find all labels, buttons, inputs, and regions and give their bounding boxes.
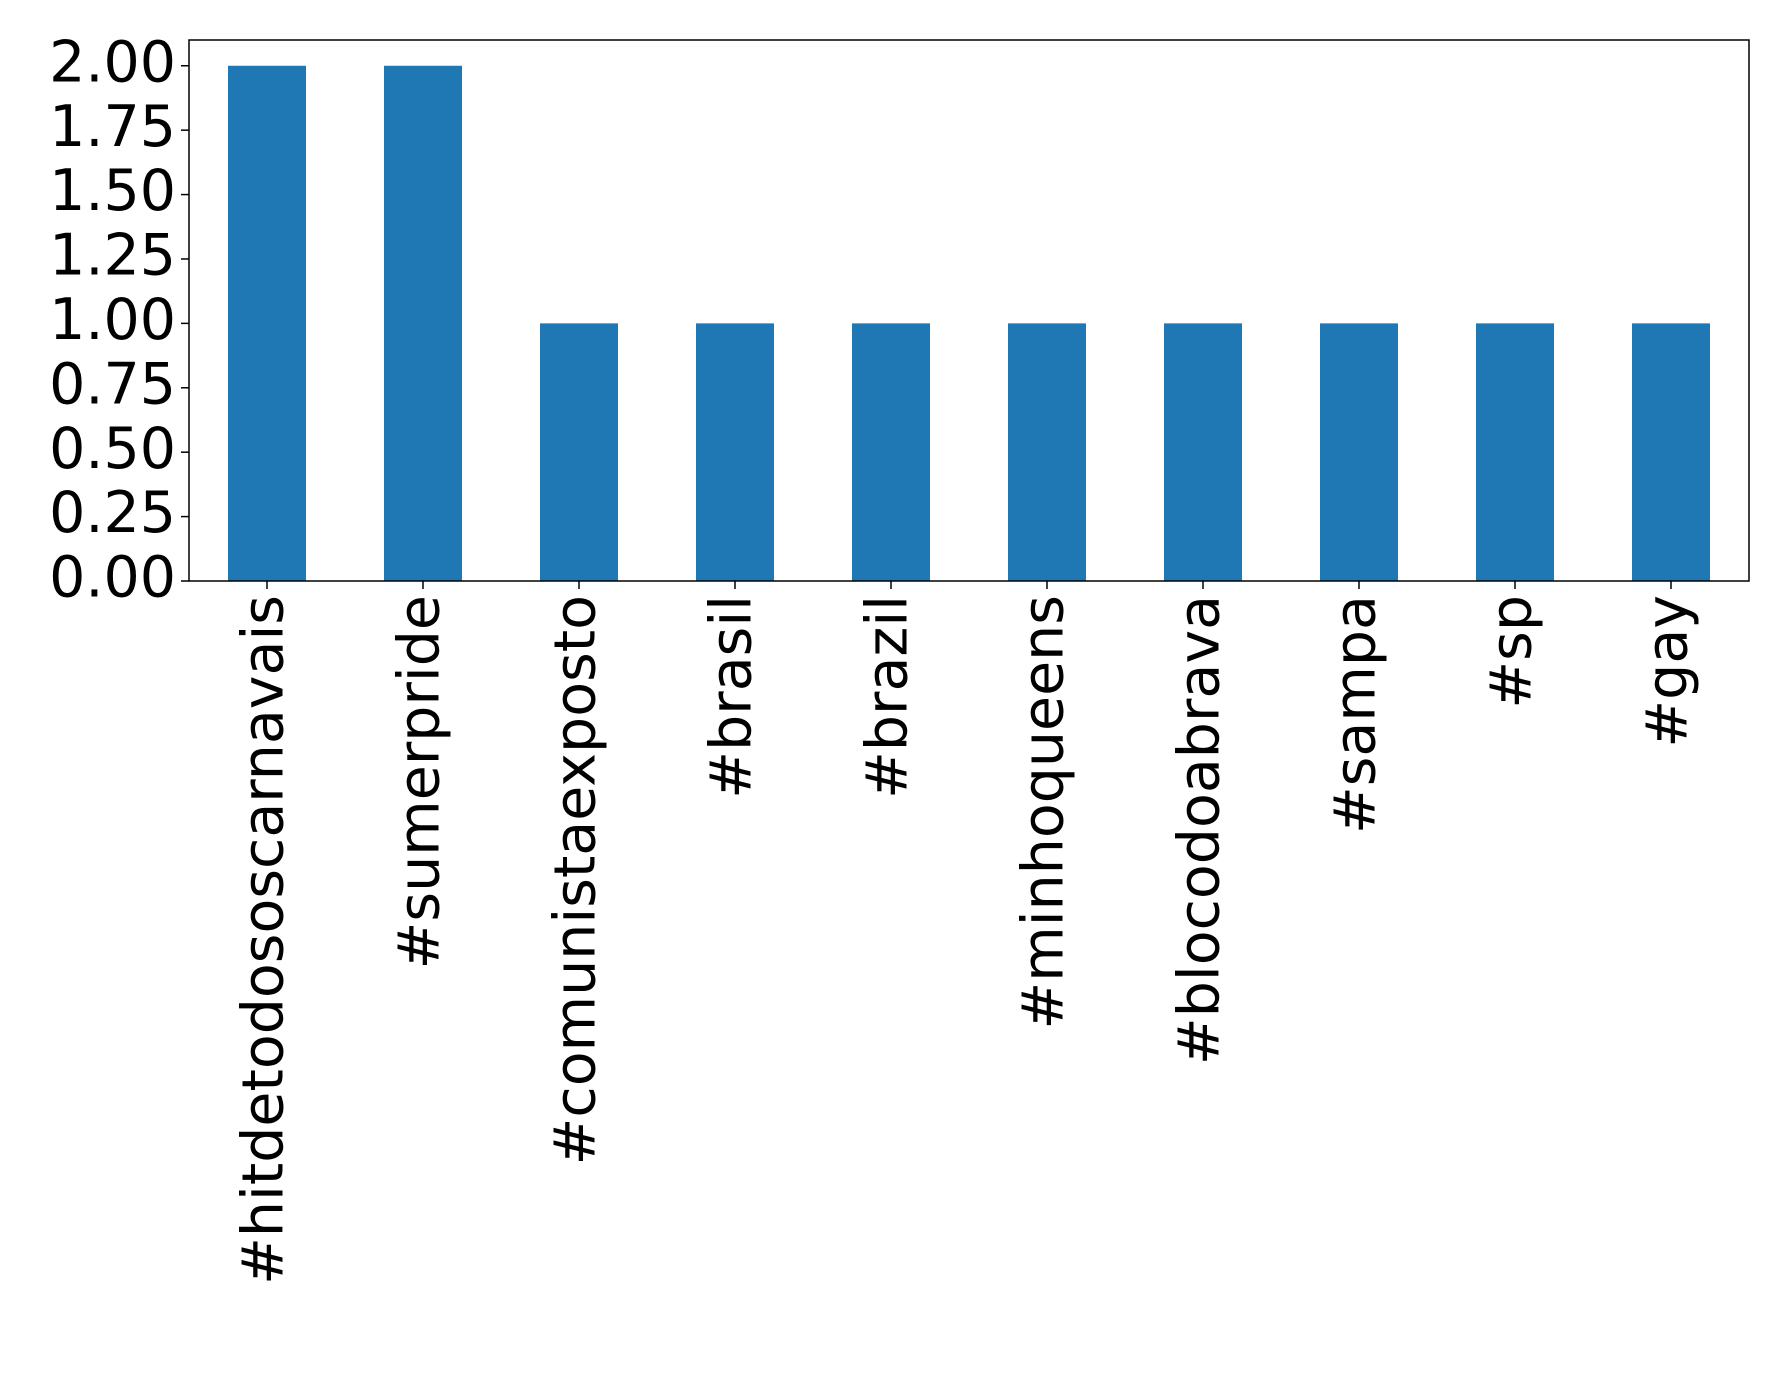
bar	[540, 323, 618, 581]
y-tick-label: 0.25	[49, 480, 176, 546]
x-tick-label: #hitdetodososcarnavais	[231, 595, 297, 1285]
y-tick-label: 0.00	[49, 545, 176, 611]
bar	[852, 323, 930, 581]
y-tick-label: 1.50	[49, 158, 176, 224]
y-tick-label: 1.75	[49, 94, 176, 160]
bar	[1164, 323, 1242, 581]
y-tick-label: 2.00	[49, 29, 176, 95]
x-tick-label: #blocodoabrava	[1167, 595, 1233, 1065]
y-tick-label: 0.50	[49, 416, 176, 482]
y-tick-label: 1.25	[49, 223, 176, 289]
x-tick-label: #brasil	[699, 595, 765, 799]
bar	[1008, 323, 1086, 581]
bar	[696, 323, 774, 581]
bar	[1632, 323, 1710, 581]
x-tick-label: #gay	[1635, 595, 1701, 748]
x-tick-label: #brazil	[855, 595, 921, 799]
x-tick-label: #sp	[1479, 595, 1545, 709]
x-tick-label: #comunistaexposto	[543, 595, 609, 1165]
y-tick-label: 0.75	[49, 351, 176, 417]
plot-frame	[188, 39, 1750, 582]
bar	[228, 65, 306, 581]
bar	[1320, 323, 1398, 581]
x-tick-label: #sampa	[1323, 595, 1389, 834]
x-tick-label: #sumerpride	[387, 595, 453, 969]
bar	[1476, 323, 1554, 581]
bar	[384, 65, 462, 581]
x-tick-label: #minhoqueens	[1011, 595, 1077, 1030]
y-tick-label: 1.00	[49, 287, 176, 353]
